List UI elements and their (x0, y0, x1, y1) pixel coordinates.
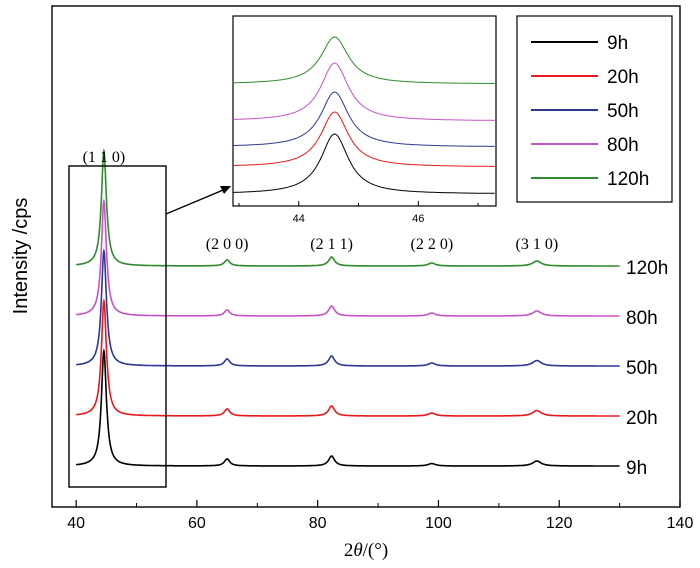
inset-line-9h (233, 133, 495, 194)
x-tick-label: 120 (546, 515, 573, 532)
series-end-label-9h: 9h (626, 458, 647, 479)
series-end-label-80h: 80h (626, 308, 658, 329)
inset-x-ticks: 44 46 (238, 201, 479, 225)
inset-line-80h (232, 62, 495, 121)
inset-frame (232, 15, 497, 207)
series-line-80h (75, 197, 620, 317)
series-end-label-50h: 50h (626, 358, 658, 379)
x-axis-tick-labels: 40 60 80 100 120 140 (67, 515, 693, 532)
x-tick-label: 80 (309, 515, 327, 532)
y-axis-label: Intensity /cps (10, 198, 32, 315)
series-end-label-120h: 120h (626, 258, 668, 279)
legend: 9h 20h 50h 80h 120h (531, 33, 649, 190)
series-end-label-20h: 20h (626, 408, 658, 429)
legend-label-20h: 20h (607, 67, 639, 88)
series-line-9h (75, 347, 620, 467)
inset-x-tick-label: 46 (412, 213, 424, 225)
inset-line-120h (232, 36, 495, 84)
x-tick-label: 100 (425, 515, 452, 532)
peak-label: (2 1 1) (310, 236, 353, 253)
series-end-labels: 9h 20h 50h 80h 120h (626, 258, 668, 479)
peak-index-labels: (1 1 0) (2 0 0) (2 1 1) (2 2 0) (3 1 0) (83, 149, 559, 253)
peak-label: (2 0 0) (206, 236, 249, 253)
x-axis-ticks (75, 500, 681, 507)
plot-frame (51, 5, 681, 508)
inset-line-20h (233, 111, 495, 167)
inset-line-50h (233, 91, 495, 147)
zoom-arrow-head (220, 186, 231, 194)
legend-label-120h: 120h (607, 169, 649, 190)
inset-series-group (232, 36, 495, 194)
legend-label-80h: 80h (607, 135, 639, 156)
series-line-50h (75, 247, 620, 367)
x-tick-label: 40 (67, 515, 85, 532)
x-tick-label: 60 (188, 515, 206, 532)
x-axis-label: 2θ/(°) (344, 540, 388, 561)
peak-label: (1 1 0) (83, 149, 126, 166)
legend-label-50h: 50h (607, 101, 639, 122)
legend-label-9h: 9h (607, 33, 628, 54)
inset-x-tick-label: 44 (293, 213, 305, 225)
zoom-arrow (165, 187, 229, 215)
peak-label: (3 1 0) (516, 236, 559, 253)
series-line-20h (75, 297, 620, 417)
peak-label: (2 2 0) (410, 236, 453, 253)
x-tick-label: 140 (667, 515, 694, 532)
peak-highlight-box (68, 165, 167, 488)
